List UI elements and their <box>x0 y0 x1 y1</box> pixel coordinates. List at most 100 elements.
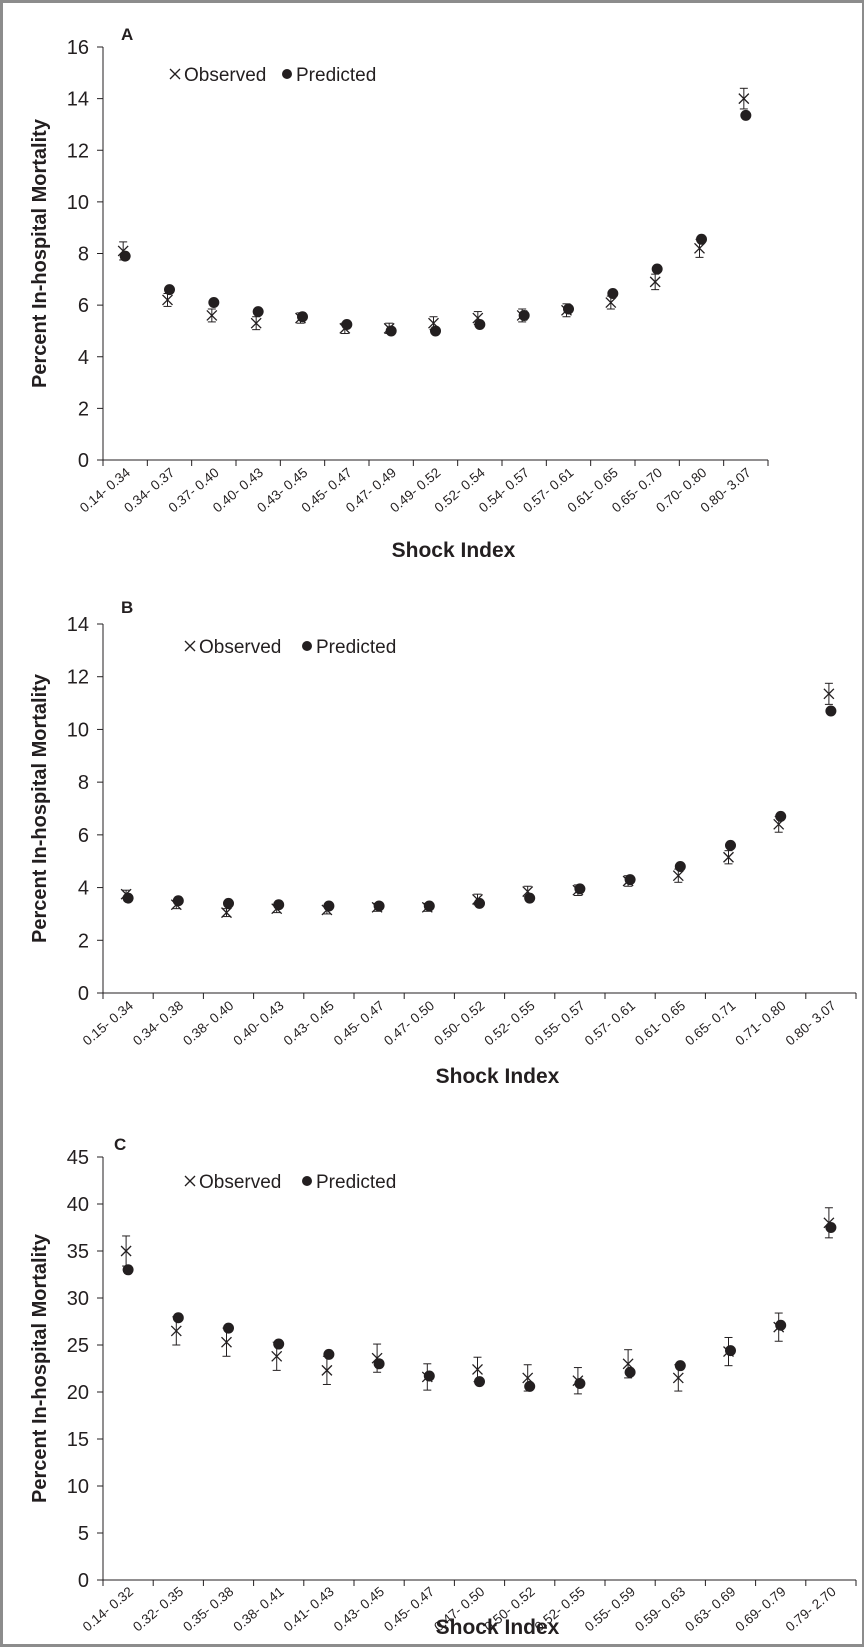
y-tick-label: 30 <box>67 1288 89 1310</box>
y-tick-label: 4 <box>78 878 89 900</box>
predicted-point <box>518 309 530 321</box>
y-tick-label: 4 <box>78 347 89 369</box>
x-tick-label: 0.47- 0.50 <box>381 998 437 1049</box>
y-tick-label: 2 <box>78 398 89 420</box>
legend-observed-label: Observed <box>199 637 281 658</box>
legend-observed-marker <box>169 68 181 80</box>
y-tick-label: 10 <box>67 1476 89 1498</box>
predicted-point <box>423 900 435 912</box>
y-tick-label: 16 <box>67 37 89 59</box>
y-tick-label: 14 <box>67 89 89 111</box>
y-tick-label: 20 <box>67 1382 89 1404</box>
observed-point <box>206 308 218 323</box>
predicted-point <box>223 1322 234 1334</box>
predicted-point <box>725 1345 736 1357</box>
observed-x-stroke <box>321 1364 333 1376</box>
y-tick-label: 35 <box>67 1241 89 1263</box>
predicted-point <box>725 839 736 851</box>
y-tick-label: 8 <box>78 772 89 794</box>
x-axis-title: Shock Index <box>392 539 516 562</box>
y-axis-title: Percent In-hospital Mortality <box>29 1233 51 1503</box>
x-tick-label: 0.65- 0.71 <box>682 998 738 1049</box>
legend-predicted-marker <box>282 69 292 79</box>
observed-x-stroke <box>605 297 617 309</box>
observed-x-stroke <box>221 907 232 919</box>
x-tick-label: 0.15- 0.34 <box>80 997 137 1048</box>
observed-x-stroke <box>221 1336 232 1348</box>
y-tick-label: 8 <box>78 244 89 266</box>
y-tick-label: 45 <box>67 1147 89 1169</box>
observed-x-stroke <box>162 294 173 306</box>
predicted-point <box>574 883 586 895</box>
predicted-point <box>172 895 184 907</box>
legend-x-stroke <box>184 1175 196 1187</box>
y-tick-label: 6 <box>78 295 89 317</box>
observed-x-stroke <box>271 1350 283 1362</box>
predicted-point <box>674 860 686 872</box>
x-tick-label: 0.43- 0.45 <box>281 998 337 1049</box>
observed-x-stroke <box>723 851 734 863</box>
legend-observed-label: Observed <box>184 65 266 86</box>
predicted-point <box>323 900 335 912</box>
observed-point <box>221 907 232 919</box>
y-tick-label: 12 <box>67 140 89 162</box>
legend: Observed Predicted <box>169 65 376 86</box>
observed-point <box>823 682 835 705</box>
predicted-point <box>740 109 752 121</box>
observed-x-stroke <box>428 317 439 329</box>
observed-x-stroke <box>649 276 661 288</box>
predicted-point <box>574 1378 586 1390</box>
observed-x-stroke <box>694 242 705 254</box>
observed-x-stroke <box>622 1358 634 1370</box>
observed-point <box>649 273 661 291</box>
predicted-point <box>341 318 353 330</box>
observed-point <box>738 87 750 110</box>
predicted-point <box>825 705 837 717</box>
y-axis-title: Percent In-hospital Mortality <box>29 673 51 943</box>
panel-label: A <box>121 25 133 44</box>
observed-x-stroke <box>120 1245 132 1257</box>
predicted-point <box>674 1360 686 1372</box>
observed-x-stroke <box>738 93 750 105</box>
legend-predicted-label: Predicted <box>296 65 376 86</box>
legend-observed-marker <box>184 640 196 652</box>
predicted-point <box>775 810 787 822</box>
x-tick-label: 0.43- 0.45 <box>331 1584 387 1635</box>
observed-x-stroke <box>170 1325 182 1337</box>
y-axis-title: Percent In-hospital Mortality <box>29 118 51 388</box>
y-tick-label: 40 <box>67 1194 89 1216</box>
x-tick-label: 0.38- 0.41 <box>230 1584 286 1635</box>
predicted-point <box>775 1319 787 1331</box>
predicted-point <box>524 892 536 904</box>
legend: Observed Predicted <box>184 1172 396 1193</box>
predicted-point <box>164 284 175 296</box>
predicted-point <box>297 311 308 323</box>
legend-observed-marker <box>184 1175 196 1187</box>
predicted-point <box>122 892 134 904</box>
predicted-point <box>385 325 397 337</box>
predicted-point <box>273 1338 285 1350</box>
predicted-point <box>323 1348 335 1360</box>
predicted-point <box>624 874 636 886</box>
observed-x-stroke <box>472 1363 483 1375</box>
x-tick-label: 0.32- 0.35 <box>130 1584 186 1635</box>
x-tick-label: 0.61- 0.65 <box>632 998 688 1049</box>
predicted-point <box>607 288 619 300</box>
x-tick-label: 0.59- 0.63 <box>632 1584 688 1635</box>
predicted-point <box>273 899 285 911</box>
predicted-point <box>172 1312 184 1324</box>
panel-label: B <box>121 598 133 617</box>
legend-observed-label: Observed <box>199 1172 281 1193</box>
predicted-point <box>474 897 485 909</box>
observed-point <box>120 1235 132 1267</box>
predicted-point <box>696 233 707 245</box>
predicted-point <box>624 1366 636 1378</box>
observed-x-stroke <box>206 309 218 321</box>
x-tick-label: 0.69- 0.79 <box>732 1584 788 1635</box>
observed-x-stroke <box>672 1372 684 1384</box>
x-tick-label: 0.34- 0.38 <box>130 998 186 1049</box>
y-tick-label: 15 <box>67 1429 89 1451</box>
